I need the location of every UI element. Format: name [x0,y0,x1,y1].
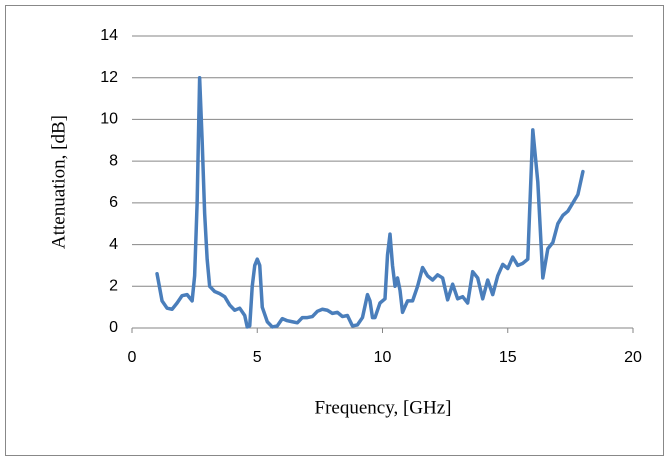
x-tick-label: 20 [624,349,642,366]
chart-frame [5,5,664,456]
y-axis-label: Attenuation, [dB] [48,115,69,249]
y-tick-label: 14 [100,27,118,44]
x-axis-label: Frequency, [GHz] [315,397,452,418]
y-tick-label: 8 [109,152,118,169]
data-line [155,75,585,329]
y-tick-label: 12 [100,69,118,86]
y-tick-label: 0 [109,319,118,336]
x-tick-label: 0 [128,349,137,366]
y-tick-label: 10 [100,111,118,128]
x-tick-label: 10 [374,349,392,366]
y-tick-label: 6 [109,194,118,211]
x-tick-label: 15 [499,349,517,366]
x-tick-label: 5 [253,349,262,366]
y-tick-label: 2 [109,278,118,295]
y-tick-label: 4 [109,236,118,253]
